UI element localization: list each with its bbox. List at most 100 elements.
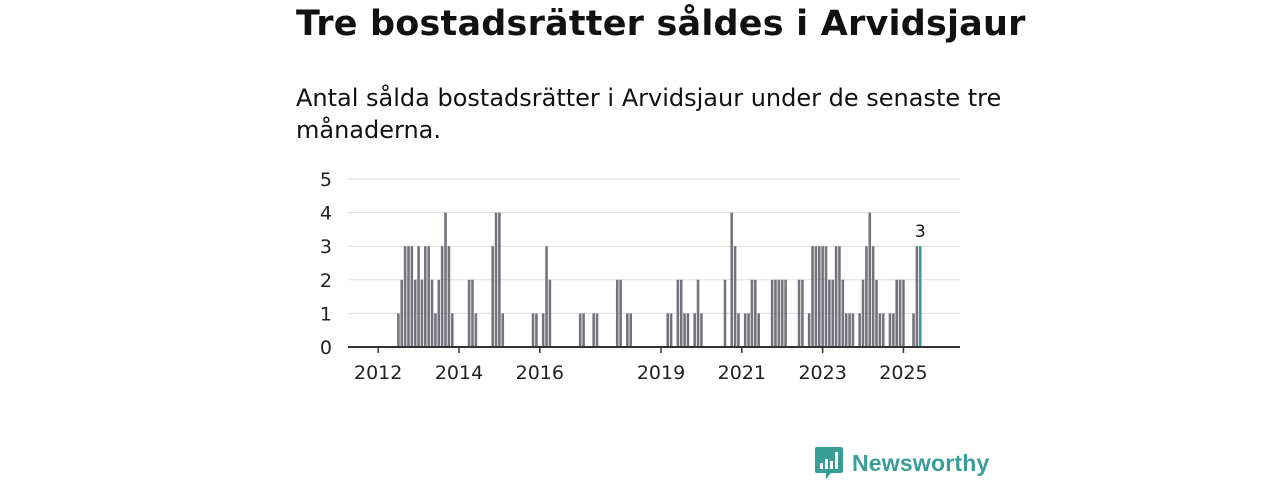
bar [700,313,703,347]
bar [754,279,757,347]
bar [619,279,622,347]
brand-name: Newsworthy [852,449,990,476]
bar [895,279,898,347]
x-tick-label: 2016 [516,362,564,384]
bar [407,246,410,347]
bar [397,313,400,347]
bar [430,279,434,347]
bar [865,246,868,347]
bar [851,313,855,347]
bar [440,246,444,347]
bar [743,313,747,347]
bar [828,279,831,347]
bar [450,313,454,347]
bar [471,279,474,347]
bar [693,313,696,347]
x-tick-label: 2019 [637,362,685,384]
bar [683,313,686,347]
bar [535,313,538,347]
bar [898,279,902,347]
bar [427,246,430,347]
bar [871,246,875,347]
x-tick-label: 2025 [879,362,927,384]
bar [444,212,447,347]
bar [915,246,919,347]
bar [730,212,734,347]
bar [831,279,835,347]
bar [797,279,801,347]
bar [821,246,824,347]
y-tick-label: 1 [320,303,332,325]
y-tick-label: 3 [320,236,332,258]
bar [878,313,882,347]
bar [696,279,700,347]
y-tick-label: 0 [320,337,332,359]
bar [892,313,895,347]
bar [848,313,851,347]
bar [838,246,841,347]
x-tick-label: 2012 [354,362,402,384]
bar [888,313,892,347]
bar [686,313,690,347]
bar [912,313,915,347]
bar [669,313,673,347]
bar [413,279,417,347]
bar [784,279,787,347]
bar [817,246,821,347]
bar [410,246,414,347]
bar [801,279,804,347]
bar [626,313,629,347]
bar [774,279,777,347]
bar [737,313,740,347]
bar [434,313,437,347]
y-tick-label: 5 [320,169,332,191]
bar [723,279,727,347]
bar [733,246,737,347]
bar [494,212,498,347]
highlight-bar [918,246,922,347]
chart-subtitle: Antal sålda bostadsrätter i Arvidsjaur u… [296,84,1002,144]
bar [420,279,424,347]
bar [811,246,814,347]
bar [881,313,885,347]
bar [541,313,545,347]
bar [676,279,680,347]
bar [615,279,619,347]
bar [679,279,683,347]
bar [548,279,552,347]
bar [861,279,865,347]
bar [578,313,582,347]
bar [834,246,838,347]
y-tick-label: 2 [320,270,332,292]
bar [666,313,670,347]
bar [824,246,828,347]
chart-title: Tre bostadsrätter såldes i Arvidsjaur [296,4,1026,44]
bar [403,246,407,347]
bar [770,279,774,347]
bar [447,246,451,347]
bar [437,279,441,347]
bar [777,279,781,347]
bar [780,279,784,347]
highlight-value-label: 3 [915,222,926,242]
bar [595,313,599,347]
newsworthy-brand[interactable]: Newsworthy [814,446,989,480]
bar [841,279,845,347]
bar [868,212,872,347]
bar [531,313,535,347]
bar [501,313,505,347]
bar [582,313,585,347]
bar [491,246,494,347]
bar [629,313,632,347]
bar-chart: 0 1 2 3 4 5 2012 2014 2016 2019 2021 2023 2025 3 [320,169,960,384]
bar [902,279,905,347]
bar [467,279,471,347]
y-tick-label: 4 [320,203,332,225]
bar [844,313,848,347]
bar [474,313,478,347]
x-tick-label: 2014 [435,362,483,384]
bar [592,313,595,347]
bar [747,313,750,347]
bar [814,246,818,347]
bar [498,212,501,347]
